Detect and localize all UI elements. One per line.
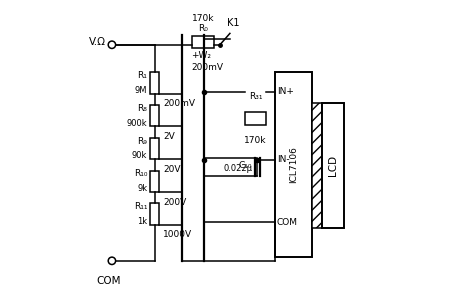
Text: K1: K1 (227, 18, 239, 28)
Text: +W₂: +W₂ (191, 51, 211, 60)
Text: R₈: R₈ (137, 104, 147, 113)
Bar (150, 203, 159, 225)
Text: 90k: 90k (132, 151, 147, 160)
Text: 200mV: 200mV (191, 62, 224, 71)
Text: 9M: 9M (135, 86, 147, 95)
Text: 20V: 20V (164, 165, 181, 174)
Text: COM: COM (97, 277, 121, 286)
Text: V.Ω: V.Ω (89, 37, 106, 47)
Text: 1k: 1k (137, 217, 147, 226)
Bar (150, 73, 159, 94)
Text: 9k: 9k (137, 184, 147, 193)
Text: R₁₀: R₁₀ (134, 169, 147, 178)
Text: C₁₀: C₁₀ (239, 161, 252, 170)
Text: R₃₁: R₃₁ (249, 92, 262, 101)
Text: 1000V: 1000V (164, 230, 192, 239)
Text: COM: COM (277, 218, 298, 227)
Text: 2V: 2V (164, 132, 175, 141)
Text: 170k: 170k (244, 136, 267, 145)
Bar (192, 36, 214, 48)
Bar (312, 103, 322, 228)
Text: IN-: IN- (277, 155, 290, 164)
Text: R₁₁: R₁₁ (134, 202, 147, 211)
Text: 170k: 170k (191, 14, 214, 23)
Text: 200V: 200V (164, 198, 187, 207)
Bar (275, 72, 312, 257)
Bar (322, 103, 344, 228)
Text: R₀: R₀ (198, 24, 208, 33)
Text: 200mV: 200mV (164, 99, 195, 108)
Text: R₁: R₁ (137, 71, 147, 80)
Bar (245, 112, 266, 125)
Text: 0.022μ: 0.022μ (223, 164, 252, 173)
Bar (150, 138, 159, 159)
Text: R₉: R₉ (137, 137, 147, 146)
Text: 900k: 900k (127, 119, 147, 128)
Text: IN+: IN+ (277, 87, 294, 96)
Bar (150, 105, 159, 127)
Text: LCD: LCD (328, 155, 338, 176)
Bar (150, 171, 159, 192)
Text: ICL7106: ICL7106 (289, 146, 298, 183)
